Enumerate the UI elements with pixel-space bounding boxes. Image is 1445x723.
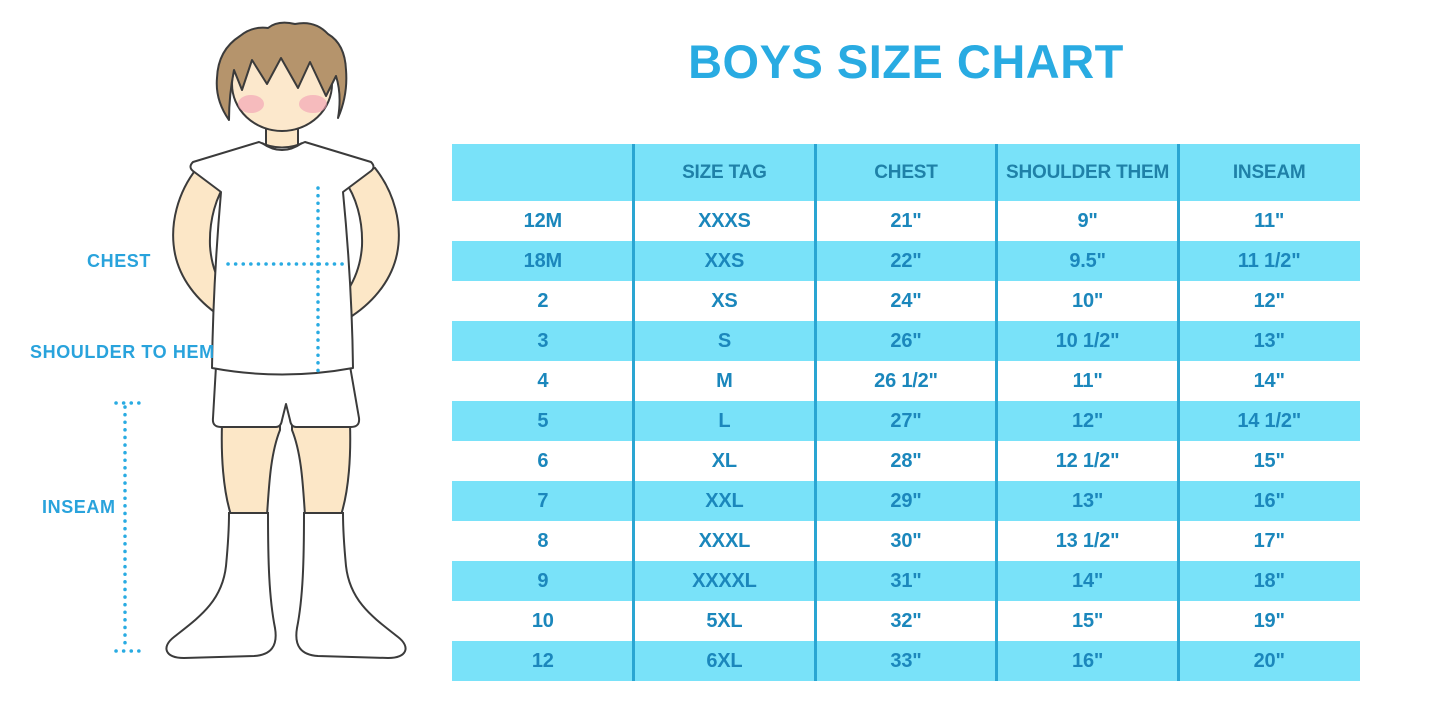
- cell-inseam: 11 1/2": [1237, 249, 1301, 272]
- table-row: 4 M 26 1/2" 11" 14": [452, 361, 1360, 401]
- table-row: 3 S 26" 10 1/2" 13": [452, 321, 1360, 361]
- cell-chest: 26": [890, 329, 922, 352]
- cell-chest: 28": [890, 449, 922, 472]
- cell-size-tag: S: [717, 329, 731, 352]
- boy-hair: [215, 21, 348, 121]
- cell-size-tag: XXXL: [698, 529, 751, 552]
- cell-size: 8: [537, 529, 549, 552]
- cell-chest: 32": [890, 609, 922, 632]
- cell-shoulder: 14": [1072, 569, 1104, 592]
- cell-inseam: 14": [1253, 369, 1285, 392]
- cell-size: 7: [537, 489, 549, 512]
- header-cell-size-tag: SIZE TAG: [682, 161, 767, 183]
- size-table: SIZE TAG CHEST SHOULDER THEM INSEAM 12M …: [452, 144, 1360, 681]
- cell-inseam: 15": [1253, 449, 1285, 472]
- cell-size: 4: [537, 369, 549, 392]
- cell-size: 18M: [523, 249, 563, 272]
- header-cell-chest: CHEST: [874, 161, 938, 183]
- header-cell-size: [452, 144, 634, 201]
- cell-inseam: 20": [1253, 649, 1285, 672]
- cell-chest: 22": [890, 249, 922, 272]
- cell-size: 12: [531, 649, 554, 672]
- cell-size-tag: 5XL: [706, 609, 743, 632]
- cell-chest: 29": [890, 489, 922, 512]
- table-row: 6 XL 28" 12 1/2" 15": [452, 441, 1360, 481]
- cell-chest: 31": [890, 569, 922, 592]
- table-row: 8 XXXL 30" 13 1/2" 17": [452, 521, 1360, 561]
- page-title: BOYS SIZE CHART: [688, 35, 1124, 88]
- cell-inseam: 19": [1253, 609, 1285, 632]
- boy-leg-right: [291, 423, 352, 516]
- cell-size-tag: XS: [711, 289, 738, 312]
- cell-shoulder: 13": [1072, 489, 1104, 512]
- boy-tshirt: [189, 141, 375, 376]
- table-row: 12M XXXS 21" 9" 11": [452, 201, 1360, 241]
- cell-size-tag: XXL: [705, 489, 744, 512]
- cell-size: 12M: [523, 209, 563, 232]
- cell-chest: 26 1/2": [874, 369, 938, 392]
- cell-size: 10: [531, 609, 554, 632]
- cell-shoulder: 15": [1072, 609, 1104, 632]
- cell-shoulder: 11": [1072, 369, 1103, 392]
- cell-chest: 33": [890, 649, 922, 672]
- cell-size-tag: XXXS: [698, 209, 751, 232]
- cell-shoulder: 12": [1072, 409, 1104, 432]
- cell-inseam: 16": [1253, 489, 1285, 512]
- cell-chest: 27": [890, 409, 922, 432]
- cell-size-tag: XXXXL: [692, 569, 757, 592]
- cell-inseam: 12": [1253, 289, 1285, 312]
- header-cell-inseam: INSEAM: [1232, 161, 1306, 183]
- column-divider: [632, 144, 636, 681]
- column-divider: [995, 144, 999, 681]
- boy-measurement-figure: [114, 21, 407, 660]
- table-row: 2 XS 24" 10" 12": [452, 281, 1360, 321]
- cell-size: 6: [537, 449, 549, 472]
- cell-inseam: 18": [1253, 569, 1285, 592]
- cell-size: 5: [537, 409, 549, 432]
- cell-shoulder: 16": [1072, 649, 1104, 672]
- table-header-row: SIZE TAG CHEST SHOULDER THEM INSEAM: [452, 144, 1360, 201]
- table-row: 12 6XL 33" 16" 20": [452, 641, 1360, 681]
- cell-shoulder: 9.5": [1069, 249, 1106, 272]
- boy-cheek-right: [299, 95, 327, 113]
- boy-sock-left: [165, 512, 277, 660]
- cell-inseam: 13": [1253, 329, 1285, 352]
- cell-size-tag: XL: [711, 449, 737, 472]
- table-row: 5 L 27" 12" 14 1/2": [452, 401, 1360, 441]
- table-row: 10 5XL 32" 15" 19": [452, 601, 1360, 641]
- cell-shoulder: 13 1/2": [1055, 529, 1120, 552]
- cell-chest: 21": [890, 209, 922, 232]
- column-divider: [1176, 144, 1180, 681]
- cell-chest: 30": [890, 529, 922, 552]
- tshirt-collar: [261, 142, 303, 151]
- cell-chest: 24": [890, 289, 922, 312]
- boy-cheek-left: [238, 95, 264, 113]
- cell-shoulder: 10": [1072, 289, 1104, 312]
- cell-size-tag: XXS: [704, 249, 745, 272]
- header-cell-shoulder: SHOULDER THEM: [1006, 161, 1170, 183]
- cell-size-tag: L: [718, 409, 731, 432]
- table-row: 18M XXS 22" 9.5" 11 1/2": [452, 241, 1360, 281]
- cell-shoulder: 10 1/2": [1055, 329, 1120, 352]
- cell-size-tag: M: [716, 369, 733, 392]
- cell-inseam: 11": [1254, 209, 1285, 232]
- shoulder-to-hem-label: SHOULDER TO HEM: [30, 342, 215, 362]
- chest-label: CHEST: [87, 251, 152, 271]
- cell-size: 2: [537, 289, 549, 312]
- cell-inseam: 17": [1253, 529, 1285, 552]
- cell-shoulder: 9": [1077, 209, 1098, 232]
- cell-size: 3: [537, 329, 549, 352]
- column-divider: [813, 144, 817, 681]
- boy-sock-right: [295, 512, 407, 660]
- cell-size-tag: 6XL: [706, 649, 743, 672]
- table-row: 7 XXL 29" 13" 16": [452, 481, 1360, 521]
- cell-size: 9: [537, 569, 549, 592]
- inseam-label: INSEAM: [42, 497, 116, 517]
- table-row: 9 XXXXL 31" 14" 18": [452, 561, 1360, 601]
- cell-inseam: 14 1/2": [1237, 409, 1302, 432]
- boy-leg-left: [220, 423, 281, 516]
- cell-shoulder: 12 1/2": [1055, 449, 1120, 472]
